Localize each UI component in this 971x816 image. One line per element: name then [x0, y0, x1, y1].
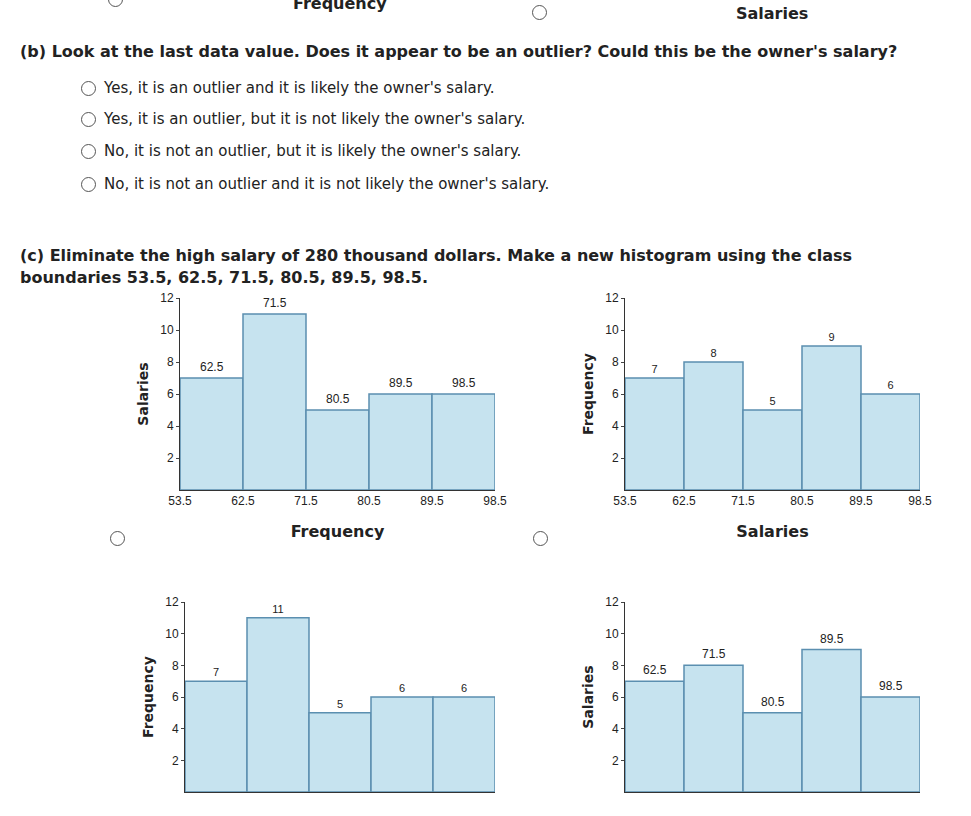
svg-text:71.5: 71.5: [263, 296, 287, 310]
svg-text:53.5: 53.5: [613, 494, 637, 508]
svg-text:8: 8: [612, 659, 619, 673]
html-text:Salaries: Salaries: [736, 4, 809, 23]
svg-text:53.5: 53.5: [168, 494, 192, 508]
svg-text:6: 6: [612, 387, 619, 401]
svg-text:4: 4: [172, 722, 179, 736]
svg-text:6: 6: [172, 690, 179, 704]
svg-text:6: 6: [887, 379, 893, 391]
svg-text:71.5: 71.5: [294, 494, 318, 508]
svg-text:98.5: 98.5: [879, 679, 903, 693]
svg-text:8: 8: [710, 347, 716, 359]
svg-text:80.5: 80.5: [761, 695, 785, 709]
svg-text:11: 11: [272, 603, 283, 615]
svg-text:2: 2: [172, 754, 179, 768]
svg-text:6: 6: [167, 387, 174, 401]
svg-text:6: 6: [461, 682, 467, 694]
svg-text:80.5: 80.5: [326, 392, 350, 406]
svg-text:7: 7: [213, 666, 219, 678]
svg-text:4: 4: [167, 419, 174, 433]
svg-text:62.5: 62.5: [200, 360, 224, 374]
svg-text:4: 4: [612, 419, 619, 433]
svg-text:4: 4: [612, 722, 619, 736]
svg-text:6: 6: [612, 690, 619, 704]
svg-text:2: 2: [167, 451, 174, 465]
svg-text:5: 5: [337, 698, 343, 710]
svg-text:Frequency: Frequency: [580, 353, 596, 435]
svg-text:62.5: 62.5: [643, 663, 667, 677]
html-text:Yes, it is an outlier and it i: Yes, it is an outlier and it is likely t…: [104, 79, 495, 97]
svg-text:2: 2: [612, 451, 619, 465]
svg-text:89.5: 89.5: [420, 494, 444, 508]
svg-text:80.5: 80.5: [790, 494, 814, 508]
svg-text:Frequency: Frequency: [291, 522, 385, 541]
svg-text:12: 12: [165, 595, 179, 609]
svg-text:10: 10: [165, 627, 179, 641]
svg-text:8: 8: [172, 659, 179, 673]
svg-text:8: 8: [167, 355, 174, 369]
html-text:(b) Look at the last data valu: (b) Look at the last data value. Does it…: [20, 42, 898, 61]
html-text:(c) Eliminate the high salary: (c) Eliminate the high salary of 280 tho…: [20, 246, 852, 287]
svg-text:6: 6: [399, 682, 405, 694]
svg-text:8: 8: [612, 355, 619, 369]
html-text:No, it is not an outlier, but: No, it is not an outlier, but it is like…: [104, 142, 522, 160]
svg-text:Frequency: Frequency: [140, 656, 156, 738]
svg-text:2: 2: [612, 754, 619, 768]
svg-text:71.5: 71.5: [702, 647, 726, 661]
svg-text:12: 12: [160, 291, 174, 305]
svg-text:Salaries: Salaries: [736, 522, 808, 541]
svg-text:89.5: 89.5: [389, 376, 413, 390]
svg-text:Salaries: Salaries: [135, 362, 151, 425]
svg-text:80.5: 80.5: [357, 494, 381, 508]
svg-text:7: 7: [651, 363, 657, 375]
svg-text:12: 12: [605, 595, 619, 609]
svg-text:10: 10: [605, 323, 619, 337]
html-text:No, it is not an outlier and i: No, it is not an outlier and it is not l…: [104, 175, 550, 193]
svg-text:12: 12: [605, 291, 619, 305]
svg-text:10: 10: [605, 627, 619, 641]
svg-text:Salaries: Salaries: [580, 665, 596, 728]
svg-text:5: 5: [769, 395, 775, 407]
html-text:Yes, it is an outlier, but it: Yes, it is an outlier, but it is not lik…: [104, 110, 526, 128]
svg-text:10: 10: [160, 323, 174, 337]
svg-text:62.5: 62.5: [231, 494, 255, 508]
svg-text:89.5: 89.5: [849, 494, 873, 508]
svg-text:98.5: 98.5: [452, 376, 476, 390]
svg-text:89.5: 89.5: [820, 632, 844, 646]
svg-text:98.5: 98.5: [908, 494, 932, 508]
svg-text:98.5: 98.5: [483, 494, 507, 508]
svg-text:62.5: 62.5: [672, 494, 696, 508]
svg-text:9: 9: [828, 331, 834, 343]
svg-text:71.5: 71.5: [731, 494, 755, 508]
